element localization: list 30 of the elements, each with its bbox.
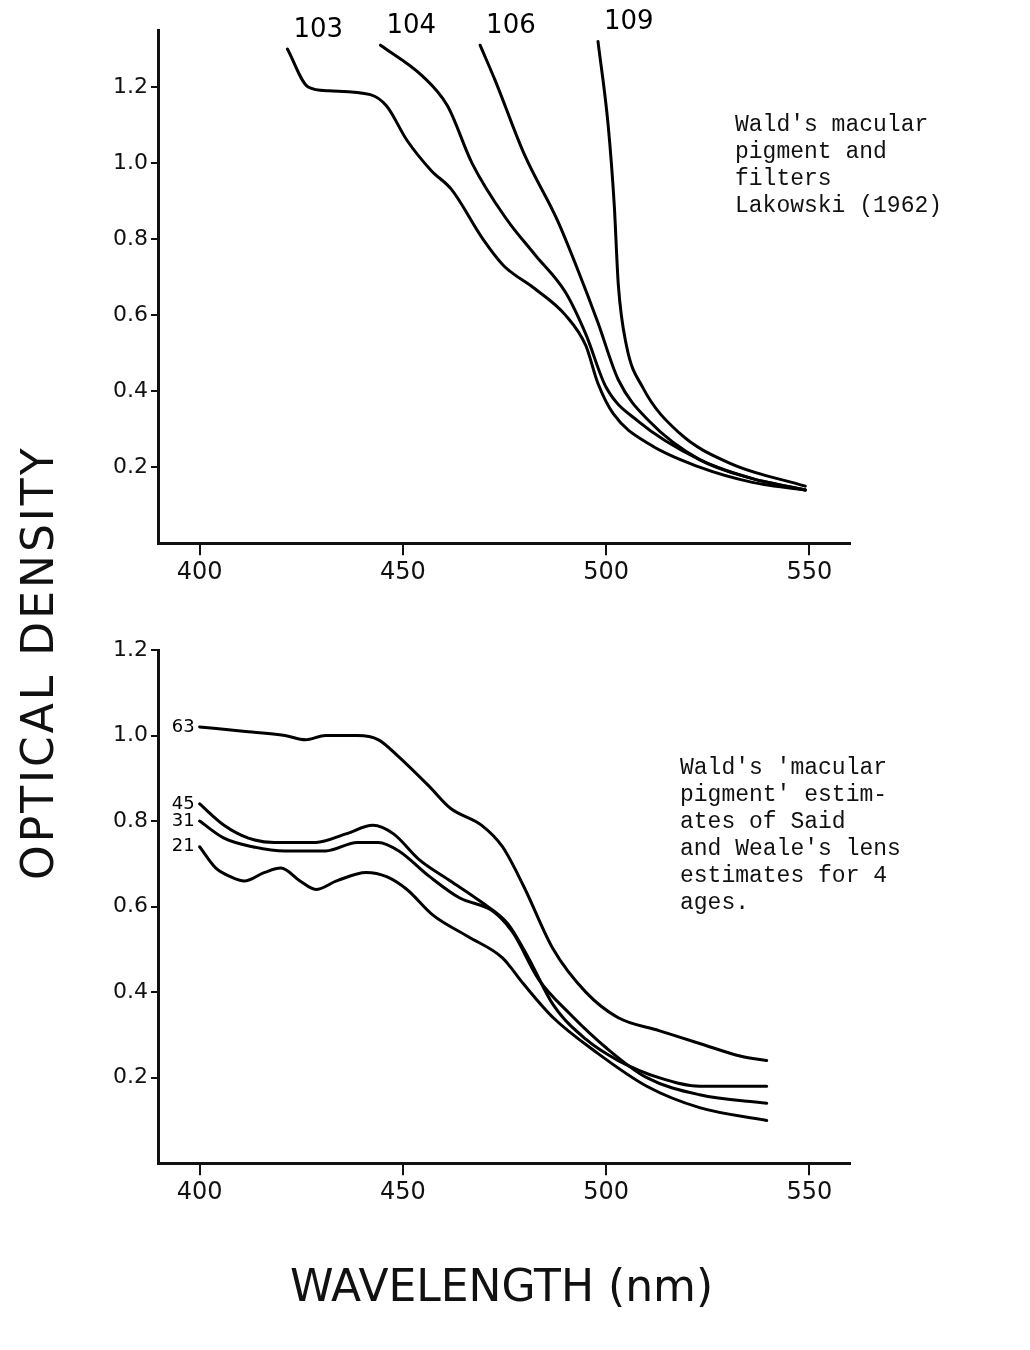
series-label: 109: [603, 5, 654, 36]
y-tick-label: 1.0: [112, 721, 148, 747]
x-tick-label: 550: [786, 556, 833, 585]
y-axis-title: OPTICAL DENSITY: [12, 445, 63, 880]
series-label: 21: [171, 834, 195, 856]
y-tick-label: 0.8: [112, 224, 148, 250]
x-tick-label: 550: [786, 1176, 833, 1205]
y-tick-label: 0.2: [112, 452, 148, 478]
x-tick-label: 400: [176, 556, 223, 585]
y-tick-label: 0.6: [112, 300, 148, 326]
y-tick-label: 1.2: [112, 72, 148, 98]
y-tick-label: 1.2: [112, 635, 148, 661]
x-tick-label: 450: [379, 1176, 426, 1205]
y-tick-label: 1.0: [112, 148, 148, 174]
y-tick-label: 0.4: [112, 376, 148, 402]
y-tick-label: 0.8: [112, 806, 148, 832]
x-tick-label: 450: [379, 556, 426, 585]
series-label: 106: [486, 8, 536, 39]
annotation: Wald's macular pigment and filters Lakowski (1962): [735, 112, 943, 220]
x-tick-label: 500: [583, 1176, 630, 1205]
y-tick-label: 0.4: [112, 977, 148, 1003]
series-label: 63: [171, 714, 195, 736]
annotation: Wald's 'macular pigment' estim- ates of Said and Weale's lens estimates for 4 ages.: [680, 755, 901, 917]
x-axis-title: WAVELENGTH (nm): [290, 1260, 714, 1311]
y-tick-label: 0.2: [112, 1063, 148, 1089]
series-label: 104: [386, 8, 437, 39]
series-label: 103: [293, 12, 344, 43]
x-tick-label: 400: [176, 1176, 223, 1205]
y-tick-label: 0.6: [112, 892, 148, 918]
x-tick-label: 500: [583, 556, 630, 585]
